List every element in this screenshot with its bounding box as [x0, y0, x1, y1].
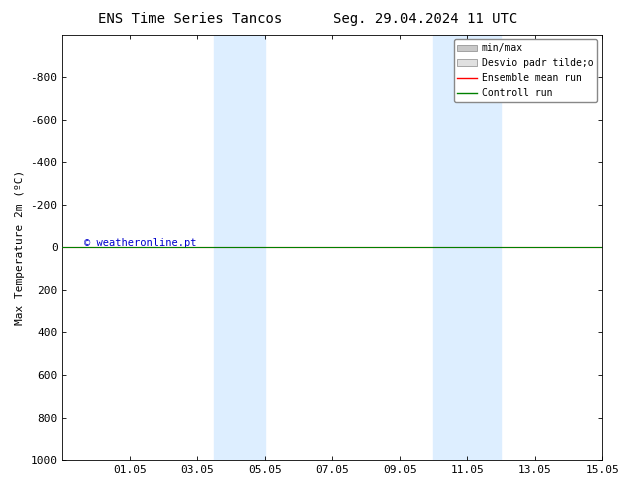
- Y-axis label: Max Temperature 2m (ºC): Max Temperature 2m (ºC): [15, 170, 25, 325]
- Text: Seg. 29.04.2024 11 UTC: Seg. 29.04.2024 11 UTC: [333, 12, 517, 26]
- Text: © weatheronline.pt: © weatheronline.pt: [84, 238, 197, 248]
- Bar: [434, 35, 501, 460]
- Text: ENS Time Series Tancos: ENS Time Series Tancos: [98, 12, 282, 26]
- Bar: [214, 35, 265, 460]
- Legend: min/max, Desvio padr tilde;o, Ensemble mean run, Controll run: min/max, Desvio padr tilde;o, Ensemble m…: [453, 40, 597, 102]
